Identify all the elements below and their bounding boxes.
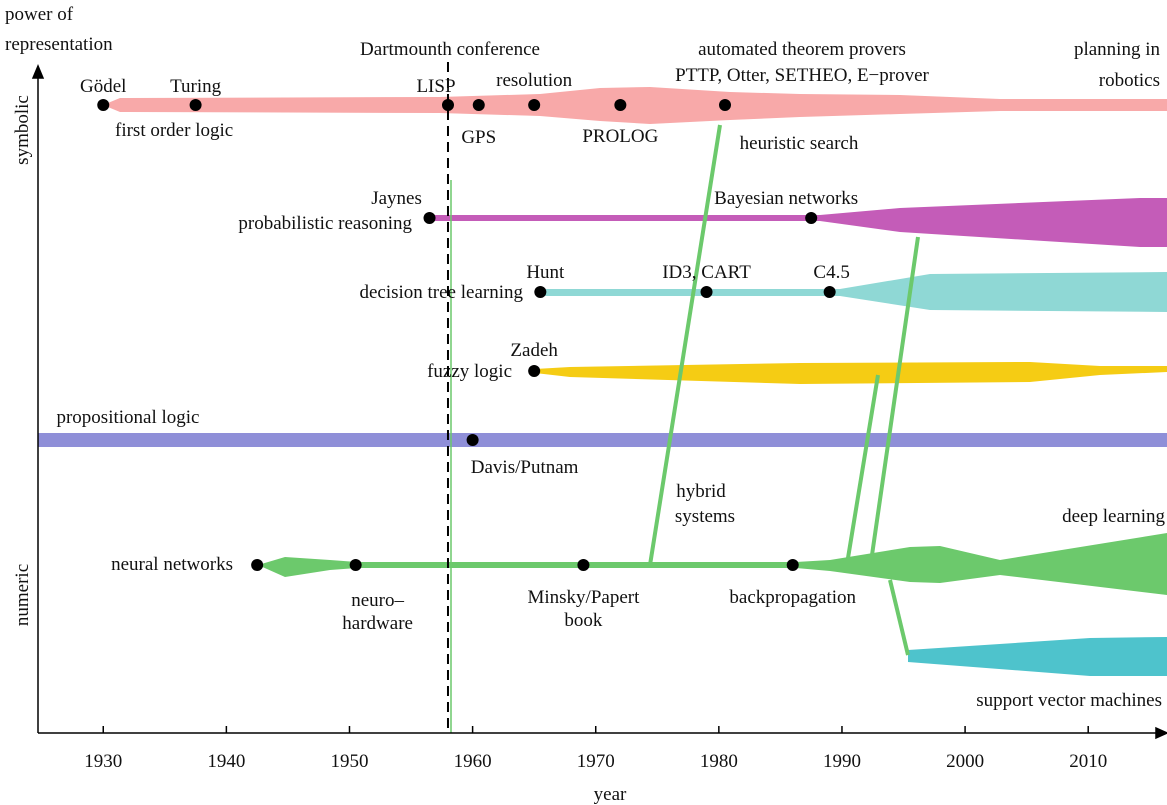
x-tick-label: 1980 [700, 751, 738, 772]
event-dot [786, 559, 799, 571]
x-tick-label: 1940 [207, 751, 245, 772]
track-name: fuzzy logic [427, 361, 512, 382]
y-label: power of [5, 4, 74, 25]
track-name: neural networks [111, 554, 233, 575]
x-arrow [1155, 726, 1167, 740]
x-tick-label: 1990 [823, 751, 861, 772]
link [870, 236, 920, 556]
note: automated theorem provers [698, 39, 906, 60]
event-dot [441, 99, 454, 111]
hybrid-links [648, 124, 920, 656]
event-dot [534, 286, 547, 298]
event-label: Hunt [526, 262, 565, 283]
event-dot [349, 559, 362, 571]
event-dot [719, 99, 732, 111]
label-line: hardware [342, 613, 413, 634]
label-line: Minsky/Papert [527, 587, 640, 608]
x-tick-label: 1930 [84, 751, 122, 772]
note: systems [675, 506, 735, 527]
x-tick-label: 2010 [1069, 751, 1107, 772]
event-label: C4.5 [813, 262, 849, 283]
link [888, 579, 910, 656]
event-label: neuro– hardware [342, 590, 413, 634]
label-line: book [564, 610, 603, 631]
note: support vector machines [976, 690, 1162, 711]
event-label: GPS [461, 127, 496, 148]
event-label: PROLOG [582, 126, 658, 147]
svm-band [908, 637, 1167, 676]
event-dot [614, 99, 627, 111]
track-name: propositional logic [56, 407, 199, 428]
event-dot [97, 99, 110, 111]
x-tick-label: 1960 [454, 751, 492, 772]
event-dot [528, 365, 541, 377]
event-label: LISP [416, 76, 455, 97]
event-label: resolution [496, 70, 572, 91]
event-label: Turing [170, 76, 222, 97]
link [648, 124, 722, 566]
event-label: ID3, CART [662, 262, 751, 283]
bands [38, 87, 1167, 733]
event-dot [528, 99, 541, 111]
event-dot [466, 434, 479, 446]
y-label: representation [5, 34, 113, 55]
x-label: year [594, 784, 627, 805]
marker-label: Dartmounth conference [360, 39, 540, 60]
neural-band [258, 533, 1167, 595]
event-label: Bayesian networks [714, 188, 858, 209]
track-name: probabilistic reasoning [238, 213, 412, 234]
event-dot [251, 559, 264, 571]
note: hybrid [676, 481, 726, 502]
event-dot [577, 559, 590, 571]
note: PTTP, Otter, SETHEO, E−prover [675, 65, 929, 86]
event-dot [189, 99, 202, 111]
note: planning in [1074, 39, 1161, 60]
link [846, 374, 880, 559]
y-top: symbolic [12, 95, 33, 165]
y-arrow [31, 64, 45, 79]
event-dot [700, 286, 713, 298]
event-dot [805, 212, 818, 224]
axes [31, 64, 1167, 740]
symbolic-band [103, 87, 1167, 124]
event-dot [472, 99, 485, 111]
x-tick-label: 1950 [330, 751, 368, 772]
y-bottom: numeric [12, 564, 33, 626]
x-tick-label: 2000 [946, 751, 984, 772]
note: robotics [1099, 70, 1160, 91]
event-label: heuristic search [740, 133, 859, 154]
track-name: decision tree learning [359, 282, 523, 303]
fuzzy-band [535, 362, 1167, 384]
note: deep learning [1062, 506, 1165, 527]
event-label: Jaynes [371, 188, 422, 209]
decision-tree-band [540, 272, 1167, 312]
x-tick-label: 1970 [577, 751, 615, 772]
event-dot [823, 286, 836, 298]
event-label: Zadeh [510, 340, 558, 361]
probabilistic-band [430, 198, 1167, 247]
propositional-band [38, 433, 1167, 447]
event-label: backpropagation [729, 587, 856, 608]
event-label: Gödel [80, 76, 126, 97]
event-dot [423, 212, 436, 224]
event-label: Davis/Putnam [471, 457, 579, 478]
event-label: Minsky/Papert book [527, 587, 640, 631]
track-name: first order logic [115, 120, 233, 141]
label-line: neuro– [351, 590, 404, 611]
